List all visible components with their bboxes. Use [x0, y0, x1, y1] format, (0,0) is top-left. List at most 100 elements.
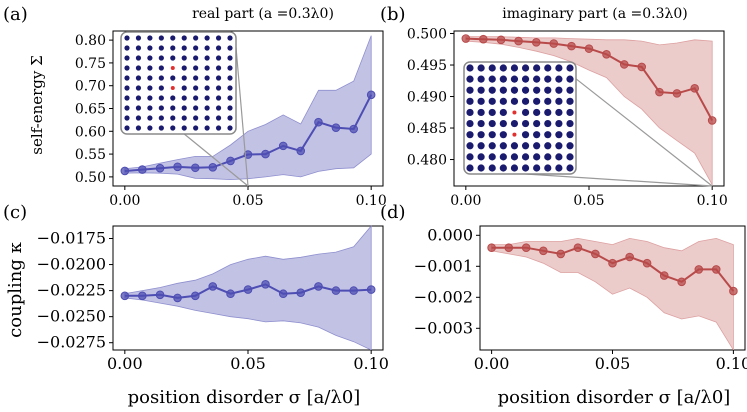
lattice-dot: [499, 131, 507, 139]
data-point: [190, 163, 200, 173]
data-point: [602, 50, 611, 59]
lattice-dot: [215, 35, 222, 41]
data-point: [296, 146, 306, 156]
lattice-dot: [566, 75, 574, 83]
lattice-dot: [158, 35, 164, 41]
lattice-dot: [135, 105, 142, 111]
lattice-dot: [555, 119, 563, 128]
data-point: [637, 62, 647, 72]
panel-letter-c: (c): [3, 202, 27, 223]
lattice-dot: [566, 108, 574, 117]
y-tick-label: 0.490: [407, 90, 447, 106]
data-point: [138, 291, 147, 301]
lattice-dot: [181, 75, 187, 81]
lattice-dot: [555, 142, 563, 150]
lattice-dot: [488, 64, 496, 72]
x-axis-label-d: position disorder σ [a/λ0]: [498, 387, 731, 408]
lattice-dot: [533, 142, 541, 150]
lattice-dot: [499, 119, 507, 128]
lattice-dot: [566, 86, 574, 94]
data-point: [584, 44, 594, 53]
lattice-dot: [158, 95, 164, 101]
highlighted-emitter: [512, 132, 517, 137]
y-tick-label: 0.80: [75, 33, 106, 49]
data-point: [690, 84, 699, 93]
lattice-dot: [466, 164, 474, 172]
lattice-dot: [135, 125, 142, 131]
data-point: [608, 258, 617, 268]
lattice-dot: [227, 105, 233, 111]
data-point: [514, 36, 523, 46]
lattice-dot: [533, 97, 541, 105]
lattice-dot: [488, 153, 496, 161]
lattice-dot: [193, 105, 199, 111]
lattice-dot: [170, 45, 176, 51]
lattice-dot: [555, 164, 563, 172]
lattice-dot: [533, 86, 541, 94]
lattice-dot: [204, 45, 210, 51]
lattice-dot: [135, 115, 142, 121]
lattice-dot: [170, 125, 176, 131]
lattice-dot: [158, 125, 164, 131]
y-tick-label: 0.485: [407, 121, 447, 137]
lattice-dot: [499, 64, 507, 72]
panel-b-plot: 0.480 0.485 0.490 0.495 0.500 0.00 0.05 0.10: [407, 27, 728, 209]
lattice-dot: [193, 85, 199, 91]
data-point: [504, 243, 514, 252]
data-point: [521, 243, 531, 252]
data-point: [642, 258, 652, 268]
data-point: [659, 271, 669, 280]
data-point: [278, 289, 288, 299]
lattice-dot: [215, 105, 222, 111]
x-axis-label-c: position disorder σ [a/λ0]: [128, 387, 361, 408]
data-point: [314, 117, 323, 127]
data-point: [261, 149, 270, 159]
lattice-dot: [466, 64, 474, 72]
lattice-dot: [158, 115, 164, 121]
lattice-dot: [521, 119, 530, 128]
lattice-dot: [135, 55, 142, 61]
lattice-dot: [135, 45, 142, 51]
lattice-dot: [147, 95, 153, 101]
data-point: [226, 156, 235, 166]
lattice-dot: [147, 105, 153, 111]
lattice-dot: [466, 131, 474, 139]
data-point: [173, 293, 182, 303]
lattice-dot: [544, 97, 552, 105]
lattice-dot: [566, 119, 574, 128]
lattice-dot: [521, 86, 530, 94]
lattice-dot: [147, 55, 153, 61]
data-point: [655, 87, 664, 97]
lattice-dot: [466, 119, 474, 128]
data-point: [331, 286, 341, 295]
x-tick-label: 0.10: [697, 193, 728, 209]
lattice-dot: [521, 108, 530, 117]
data-point: [591, 249, 600, 259]
data-point: [138, 165, 147, 174]
data-point: [155, 290, 165, 300]
lattice-dot: [533, 119, 541, 128]
lattice-dot: [488, 131, 496, 139]
data-point: [155, 163, 165, 173]
data-point: [331, 123, 341, 132]
lattice-dot: [521, 164, 530, 172]
panel-a-plot: 0.50 0.55 0.60 0.65 0.70 0.75 0.80 0.00 0.05 0.10: [75, 30, 387, 209]
x-tick-label: 0.10: [356, 193, 387, 209]
y-axis-label-a: self-energy Σ: [28, 55, 46, 155]
lattice-dot: [510, 97, 519, 105]
lattice-dot: [499, 164, 507, 172]
y-axis-label-c: coupling κ: [5, 241, 26, 337]
x-tick-label: 0.05: [230, 354, 266, 373]
lattice-dot: [521, 64, 530, 72]
lattice-dot: [124, 65, 130, 71]
inset-pointer: [235, 47, 249, 187]
x-tick-label: 0.10: [716, 354, 747, 373]
lattice-dot: [544, 131, 552, 139]
panel-b-title: imaginary part (a =0.3λ0): [502, 6, 688, 22]
lattice-dot: [227, 65, 233, 71]
lattice-dot: [499, 75, 507, 83]
lattice-dot: [181, 85, 187, 91]
lattice-dot: [510, 164, 519, 172]
